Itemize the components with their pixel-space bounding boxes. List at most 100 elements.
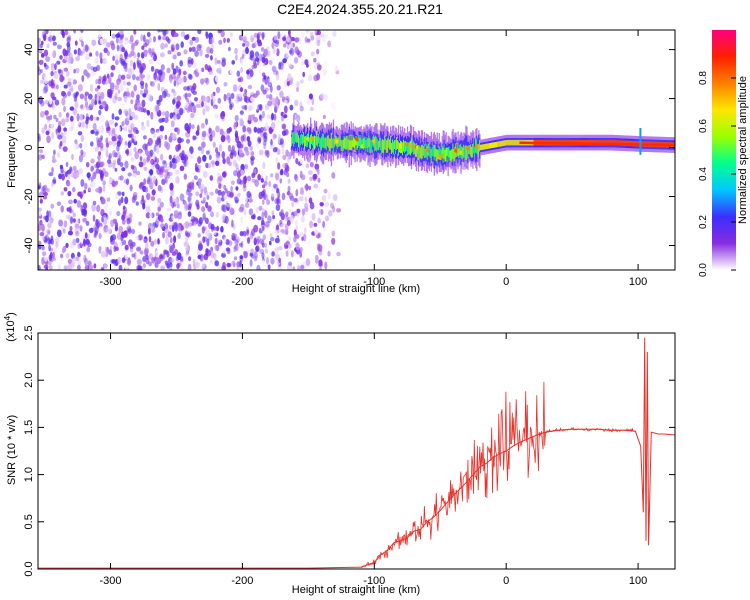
heatmap-cell	[243, 95, 248, 103]
heatmap-cell	[72, 218, 76, 223]
heatmap-cell	[131, 228, 136, 235]
heatmap-cell	[165, 180, 170, 187]
heatmap-cell	[169, 78, 173, 84]
heatmap-cell	[289, 104, 294, 111]
heatmap-cell	[189, 181, 194, 190]
heatmap-cell	[299, 101, 303, 108]
heatmap-cell	[50, 203, 54, 209]
heatmap-cell	[158, 94, 163, 103]
heatmap-cell	[38, 136, 42, 142]
heatmap-cell	[122, 182, 127, 190]
heatmap-cell	[202, 170, 208, 178]
heatmap-cell	[242, 176, 247, 185]
heatmap-cell	[370, 139, 372, 152]
heatmap-cell	[87, 187, 91, 193]
heatmap-cell	[165, 236, 169, 245]
heatmap-cell	[147, 175, 153, 183]
heatmap-cell	[187, 263, 192, 270]
heatmap-cell	[320, 109, 326, 114]
heatmap-cell	[138, 106, 144, 113]
heatmap-cell	[269, 233, 273, 238]
heatmap-cell	[448, 146, 450, 158]
heatmap-cell	[153, 36, 156, 43]
heatmap-cell	[172, 91, 177, 97]
heatmap-cell	[276, 198, 280, 205]
heatmap-cell	[64, 50, 69, 57]
heatmap-cell	[487, 143, 489, 149]
heatmap-cell	[211, 130, 216, 138]
heatmap-cell	[48, 172, 54, 177]
heatmap-cell	[130, 122, 135, 130]
heatmap-noise-cells	[38, 30, 342, 270]
heatmap-cell	[57, 68, 62, 74]
heatmap-cell	[286, 172, 290, 178]
heatmap-cell	[197, 146, 202, 151]
heatmap-cell	[331, 172, 336, 179]
chart-title: C2E4.2024.355.20.21.R21	[277, 1, 443, 17]
heatmap-cell	[258, 53, 263, 62]
heatmap-cell	[287, 178, 291, 184]
heatmap-cell	[318, 259, 323, 267]
heatmap-cell	[214, 57, 218, 65]
heatmap-cell	[150, 66, 155, 72]
heatmap-cell	[45, 56, 51, 62]
heatmap-cell	[97, 139, 102, 148]
heatmap-cell	[138, 221, 142, 226]
heatmap-cell	[172, 54, 176, 60]
heatmap-cell	[311, 97, 315, 106]
heatmap-cell	[39, 198, 43, 204]
heatmap-cell	[236, 178, 242, 185]
heatmap-cell	[332, 205, 335, 213]
heatmap-cell	[261, 56, 266, 64]
heatmap-cell	[74, 231, 80, 237]
heatmap-cell	[228, 117, 232, 122]
heatmap-cell	[275, 253, 280, 261]
heatmap-cell	[111, 136, 117, 142]
heatmap-cell	[232, 159, 237, 166]
heatmap-cell	[60, 224, 65, 232]
heatmap-cell	[217, 62, 222, 70]
heatmap-cell	[272, 47, 278, 55]
heatmap-cell	[130, 50, 135, 57]
heatmap-cell	[266, 76, 270, 83]
heatmap-cell	[213, 252, 217, 261]
heatmap-cell	[256, 235, 261, 244]
heatmap-cell	[134, 114, 139, 121]
heatmap-cell	[502, 140, 505, 146]
heatmap-cell	[246, 69, 250, 75]
heatmap-cell	[146, 192, 151, 201]
heatmap-cell	[153, 72, 157, 81]
heatmap-cell	[39, 79, 44, 84]
heatmap-cell	[66, 81, 72, 87]
heatmap-cell	[55, 117, 59, 123]
heatmap-cell	[232, 84, 238, 92]
heatmap-cell	[150, 158, 155, 165]
heatmap-cell	[171, 133, 177, 140]
heatmap-cell	[158, 30, 164, 33]
heatmap-cell	[94, 93, 98, 101]
heatmap-cell	[147, 176, 151, 183]
heatmap-cell	[315, 36, 321, 42]
snr-y-multiplier: (x104)	[3, 312, 17, 342]
heatmap-cell	[301, 215, 305, 223]
heatmap-cell	[69, 106, 75, 111]
heatmap-cell	[249, 34, 255, 42]
heatmap-cell	[312, 173, 318, 180]
heatmap-cell	[152, 152, 156, 161]
heatmap-cell	[41, 245, 45, 251]
heatmap-cell	[133, 140, 138, 146]
heatmap-cell	[63, 265, 68, 270]
heatmap-cell	[266, 224, 271, 231]
heatmap-cell	[153, 74, 159, 82]
heatmap-cell	[276, 55, 280, 60]
heatmap-cell	[84, 257, 88, 266]
heatmap-cell	[198, 217, 203, 225]
heatmap-cell	[239, 203, 245, 211]
heatmap-cell	[273, 184, 279, 190]
heatmap-cell	[170, 245, 175, 253]
heatmap-cell	[288, 56, 292, 61]
heatmap-cell	[295, 158, 299, 165]
heatmap-cell	[189, 39, 194, 46]
heatmap-cell	[90, 129, 95, 135]
heatmap-cell	[77, 243, 81, 249]
